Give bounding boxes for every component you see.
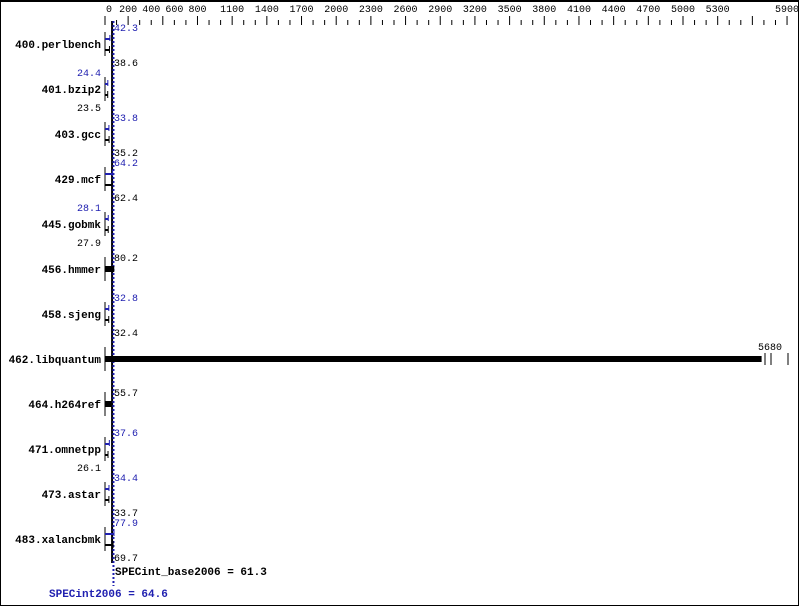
benchmark-label: 403.gcc — [55, 130, 101, 142]
benchmark-label: 458.sjeng — [42, 310, 101, 322]
x-tick-label: 2000 — [324, 5, 348, 16]
base-value-label: 27.9 — [77, 239, 101, 250]
peak-value-label: 32.8 — [114, 294, 138, 305]
base-value-label: 26.1 — [77, 464, 101, 475]
peak-value-label: 42.3 — [114, 24, 138, 35]
base-value-label: 5680 — [758, 343, 782, 354]
benchmark-label: 483.xalancbmk — [15, 535, 101, 547]
base-value-label: 38.6 — [114, 59, 138, 70]
base-bar — [105, 139, 110, 141]
peak-value-label: 34.4 — [114, 474, 138, 485]
peak-bar — [105, 488, 109, 490]
base-value-label: 35.2 — [114, 149, 138, 160]
peak-bar — [105, 533, 115, 535]
base-summary: SPECint_base2006 = 61.3 — [115, 567, 267, 579]
base-value-label: 62.4 — [114, 194, 138, 205]
peak-value-label: 64.2 — [114, 159, 138, 170]
base-bar — [105, 49, 110, 51]
benchmark-label: 429.mcf — [55, 175, 102, 187]
x-tick-label: 4400 — [602, 5, 626, 16]
x-tick-label: 200 — [119, 5, 137, 16]
peak-value-label: 24.4 — [77, 69, 101, 80]
x-tick-label: 4700 — [636, 5, 660, 16]
peak-bar — [105, 173, 113, 175]
x-tick-label: 5300 — [706, 5, 730, 16]
peak-bar — [105, 443, 110, 445]
peak-value-label: 37.6 — [114, 429, 138, 440]
peak-value-label: 28.1 — [77, 204, 101, 215]
benchmark-label: 471.omnetpp — [28, 445, 101, 457]
base-bar — [105, 94, 108, 96]
base-bar — [105, 544, 114, 546]
peak-summary: SPECint2006 = 64.6 — [49, 589, 168, 601]
base-bar — [105, 401, 112, 407]
x-tick-label: 2900 — [428, 5, 452, 16]
base-bar — [105, 454, 109, 456]
base-value-label: 80.2 — [114, 254, 138, 265]
benchmark-label: 400.perlbench — [15, 40, 101, 52]
x-tick-label: 2600 — [394, 5, 418, 16]
benchmark-label: 445.gobmk — [42, 220, 102, 232]
x-tick-label: 3800 — [532, 5, 556, 16]
peak-bar — [105, 218, 109, 220]
x-tick-label: 600 — [165, 5, 183, 16]
peak-bar — [105, 308, 109, 310]
peak-value-label: 33.8 — [114, 114, 138, 125]
benchmark-label: 462.libquantum — [9, 355, 102, 367]
base-value-label: 33.7 — [114, 509, 138, 520]
x-tick-label: 3500 — [498, 5, 522, 16]
benchmark-label: 473.astar — [42, 490, 101, 502]
base-bar — [105, 184, 113, 186]
base-bar — [105, 499, 109, 501]
x-tick-label: 1100 — [220, 5, 244, 16]
x-tick-label: 4100 — [567, 5, 591, 16]
x-tick-label: 5900 — [775, 5, 798, 16]
peak-bar — [105, 38, 110, 40]
peak-value-label: 77.9 — [114, 519, 138, 530]
base-value-label: 32.4 — [114, 329, 138, 340]
base-value-label: 55.7 — [114, 389, 138, 400]
benchmark-label: 456.hmmer — [42, 265, 101, 277]
benchmark-label: 464.h264ref — [28, 400, 101, 412]
x-tick-label: 400 — [142, 5, 160, 16]
x-tick-label: 800 — [188, 5, 206, 16]
x-tick-label: 5000 — [671, 5, 695, 16]
x-tick-label: 3200 — [463, 5, 487, 16]
x-tick-label: 0 — [106, 5, 112, 16]
base-value-label: 23.5 — [77, 104, 101, 115]
base-bar — [105, 266, 115, 272]
base-bar — [105, 229, 109, 231]
benchmark-label: 401.bzip2 — [42, 85, 101, 97]
x-tick-label: 2300 — [359, 5, 383, 16]
x-tick-label: 1700 — [290, 5, 314, 16]
base-bar — [105, 319, 109, 321]
x-tick-label: 1400 — [255, 5, 279, 16]
peak-bar — [105, 128, 109, 130]
peak-bar — [105, 83, 108, 85]
base-value-label: 69.7 — [114, 554, 138, 565]
base-bar — [105, 356, 762, 362]
